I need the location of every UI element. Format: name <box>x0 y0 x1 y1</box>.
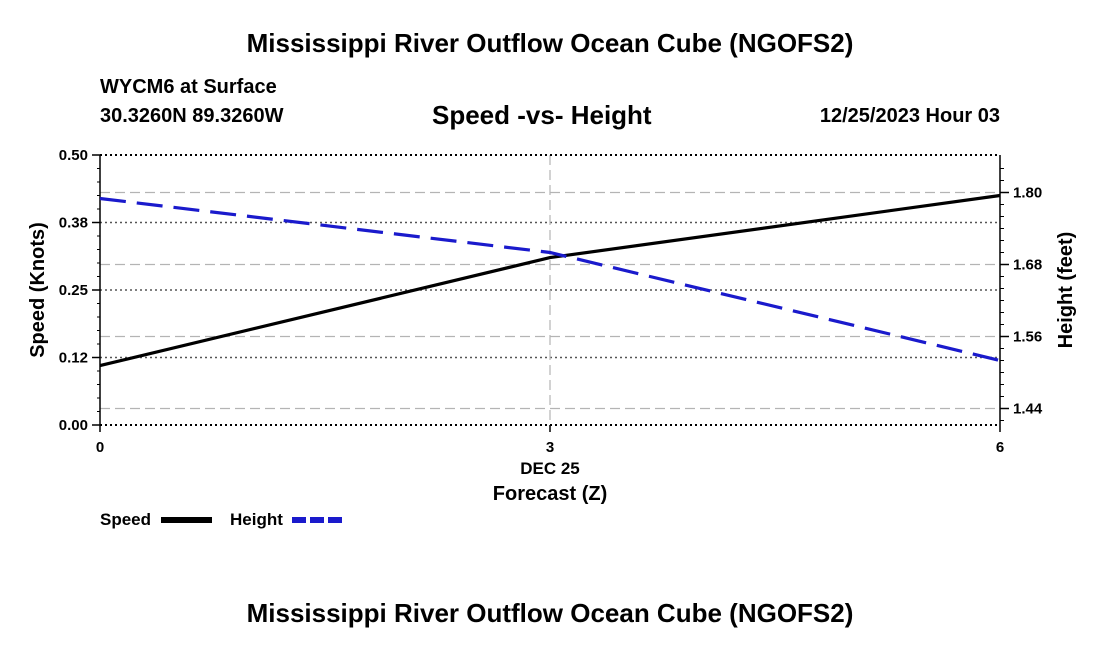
station-coordinates: 30.3260N 89.3260W <box>100 105 284 127</box>
chart-title: Speed -vs- Height <box>432 100 652 130</box>
y-tick-label: 0.25 <box>59 282 88 299</box>
x-tick-label: 0 <box>96 439 104 456</box>
main-title: Mississippi River Outflow Ocean Cube (NG… <box>246 28 854 58</box>
series-line-speed <box>99 193 1001 368</box>
y-tick-label: 0.38 <box>59 215 88 232</box>
legend-label-speed: Speed <box>100 510 151 529</box>
y2-tick-label: 1.68 <box>1013 257 1042 274</box>
y-tick-label: 0.12 <box>59 350 88 367</box>
x-tick-label: 6 <box>996 439 1004 456</box>
y-axis-label: Speed (Knots) <box>27 222 49 358</box>
x-tick-label: 3 <box>546 439 554 456</box>
x-date-label: DEC 25 <box>520 459 580 478</box>
y2-tick-label: 1.44 <box>1013 401 1043 418</box>
y2-tick-label: 1.56 <box>1013 329 1042 346</box>
y2-tick-label: 1.80 <box>1013 185 1042 202</box>
y-tick-label: 0.50 <box>59 147 88 164</box>
x-axis-label: Forecast (Z) <box>493 483 607 505</box>
y2-axis-label: Height (feet) <box>1055 232 1077 349</box>
footer-title: Mississippi River Outflow Ocean Cube (NG… <box>246 598 854 628</box>
station-name: WYCM6 at Surface <box>100 76 277 98</box>
y-tick-label: 0.00 <box>59 417 88 434</box>
series-line-height <box>99 196 1001 363</box>
legend-label-height: Height <box>230 510 283 529</box>
forecast-date: 12/25/2023 Hour 03 <box>819 105 1000 127</box>
